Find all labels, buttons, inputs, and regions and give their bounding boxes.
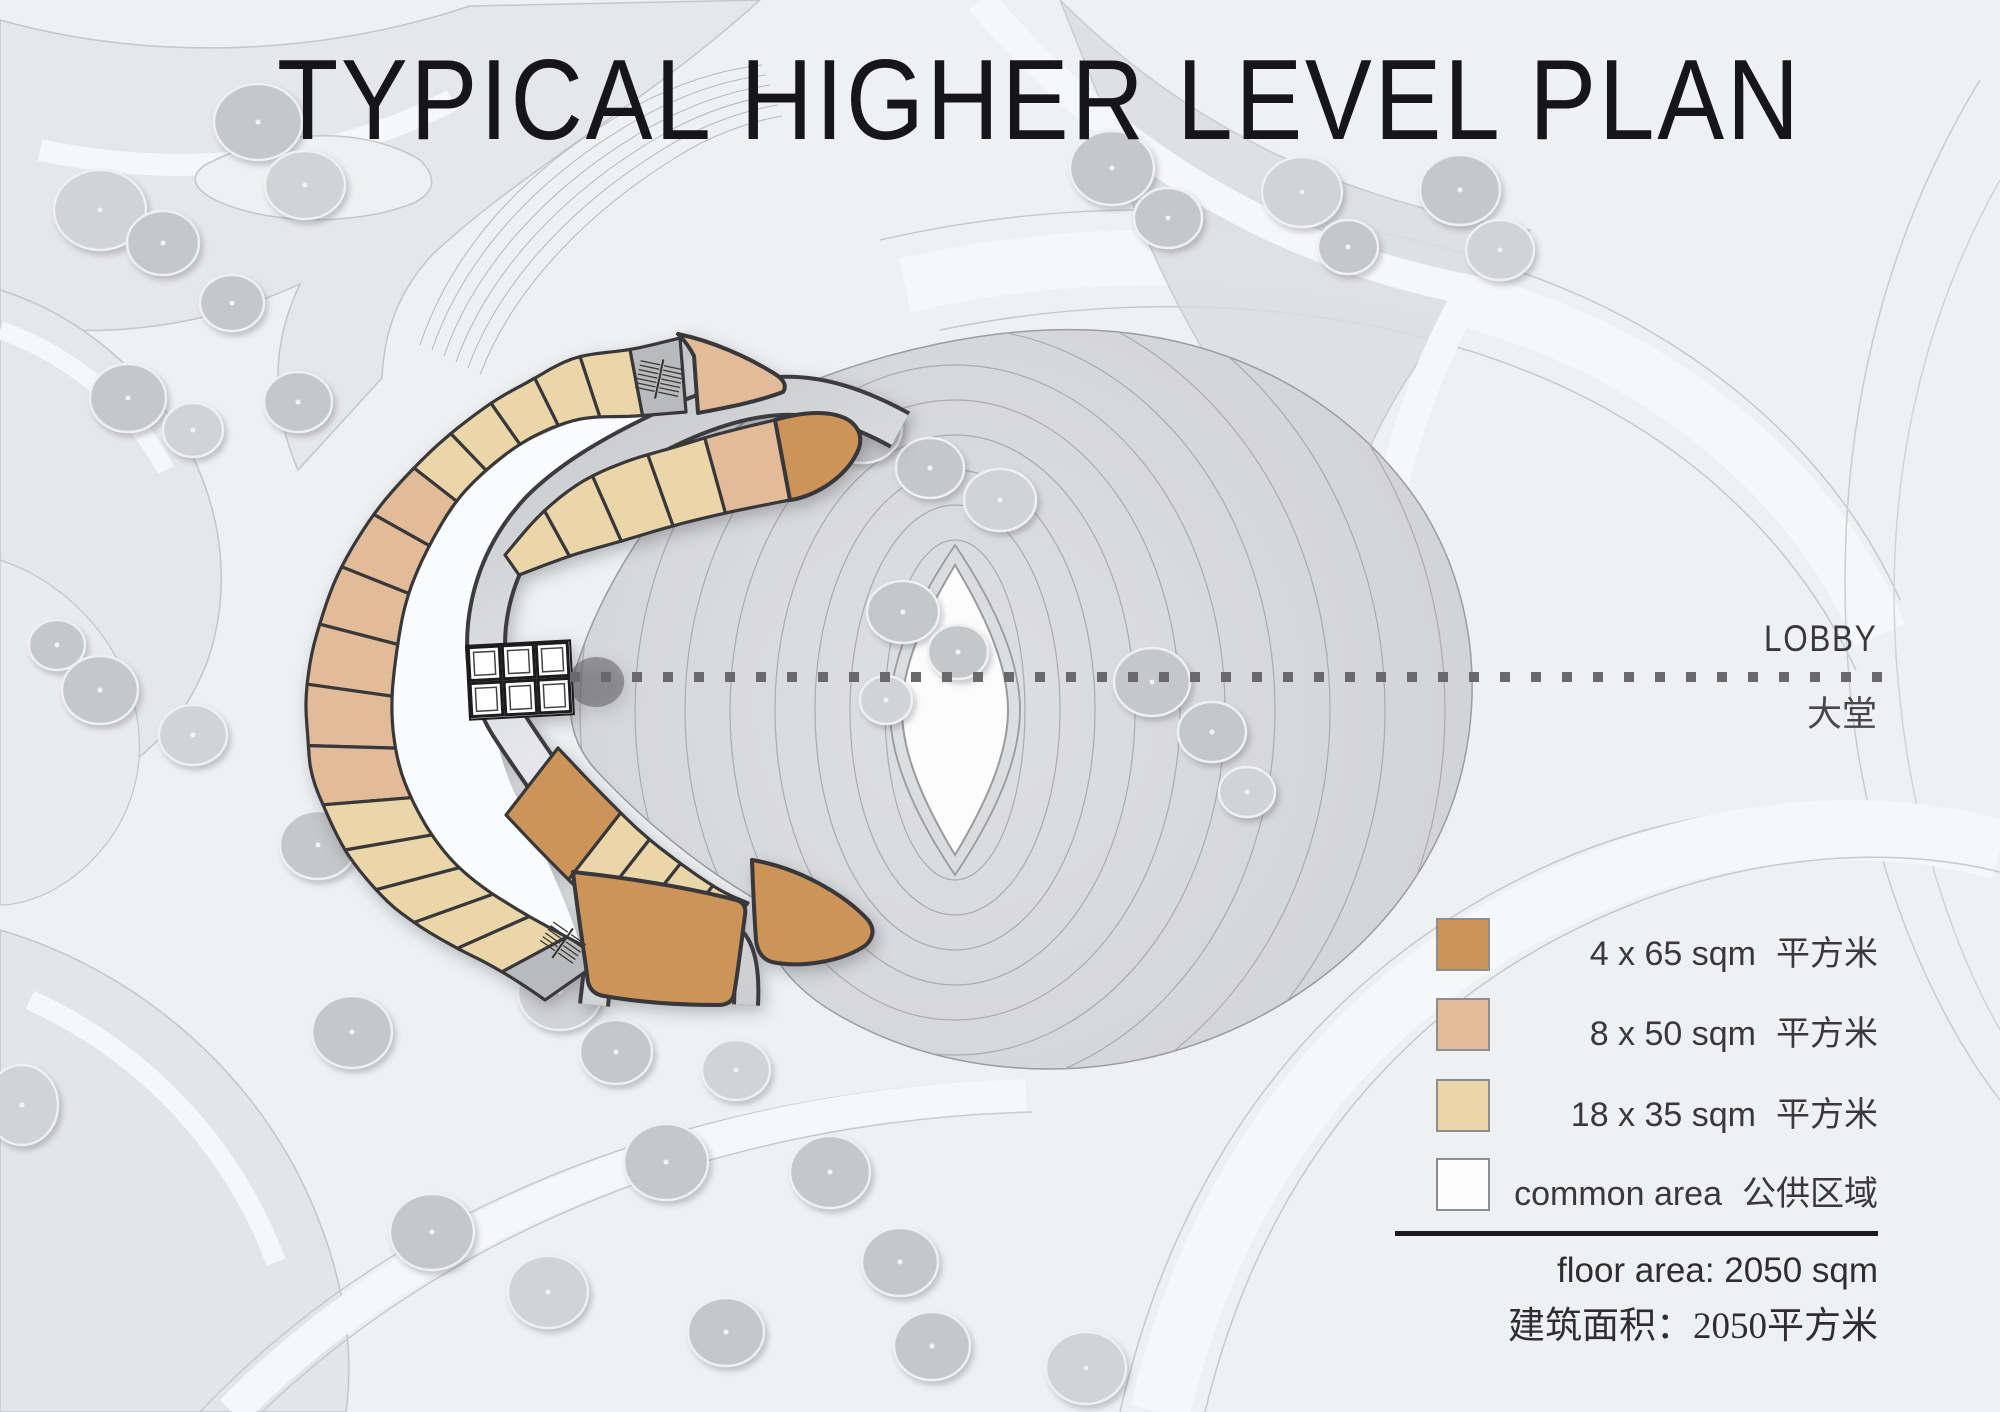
arc-farright-2 <box>1893 179 2000 1031</box>
tree-center-dot <box>900 609 906 615</box>
tree-center-dot <box>190 732 196 738</box>
legend-swatch-common <box>1436 1158 1490 1211</box>
tree-center-dot <box>1299 189 1305 195</box>
tree-center-dot <box>54 642 60 648</box>
unit-50-room <box>306 744 413 807</box>
courtyard <box>392 412 686 944</box>
tree-center-dot <box>429 1229 435 1235</box>
tree-center-dot <box>19 1102 25 1108</box>
legend-label-common: common area 公供区域 <box>1514 1175 1878 1213</box>
tree-center-dot <box>255 119 261 125</box>
tree-center-dot <box>97 207 103 213</box>
wedge-topright <box>1059 0 1532 532</box>
ribbon-bottomleft <box>25 990 286 1266</box>
unit-65-south-tip <box>750 858 875 967</box>
core-shadow <box>568 657 625 708</box>
tree-center-dot <box>1497 247 1503 253</box>
arc-bottomright-2 <box>1204 856 2000 1412</box>
legend-divider <box>1395 1231 1878 1236</box>
tree-center-dot <box>613 1049 619 1055</box>
tree-center-dot <box>1165 215 1171 221</box>
tree-center-dot <box>883 697 889 703</box>
arc-topright-outer <box>879 209 1901 601</box>
tree-center-dot <box>1109 165 1115 171</box>
landscape-band-bottomleft <box>0 929 350 1412</box>
arc-topright-inner <box>939 305 1857 671</box>
tree-center-dot <box>1457 187 1463 193</box>
unit-65-south <box>571 870 748 1007</box>
contour-stripes <box>419 64 783 376</box>
tree-center-dot <box>1345 244 1351 250</box>
unit-50-north-tip <box>676 332 787 415</box>
legend-row-50: 8 x 50 sqm 平方米 <box>1390 998 1885 1054</box>
elevator-core <box>465 639 625 721</box>
legend-swatch-65 <box>1436 918 1490 971</box>
tree-center-dot <box>1083 1365 1089 1371</box>
tree-center-dot <box>125 395 131 401</box>
tree-center-dot <box>955 649 961 655</box>
lobby-leader-line <box>570 672 1884 682</box>
tree-center-dot <box>929 1343 935 1349</box>
bottom-walkway-ribbon <box>219 1079 1027 1412</box>
unit-65-inner-upper-tip <box>773 411 863 502</box>
floor-area-zh: 建筑面积：2050平方米 <box>1508 1306 1878 1347</box>
floor-area-en: floor area: 2050 sqm <box>1556 1251 1878 1290</box>
legend-label-35: 18 x 35 sqm 平方米 <box>1570 1096 1878 1134</box>
legend-row-65: 4 x 65 sqm 平方米 <box>1390 918 1885 974</box>
tree-center-dot <box>302 182 308 188</box>
arc-topright-ribbon <box>899 229 1906 646</box>
elevator-cells <box>466 640 573 719</box>
tree <box>0 1063 60 1147</box>
tree-center-dot <box>997 497 1003 503</box>
tree-center-dot <box>97 687 103 693</box>
lobby-label: LOBBY <box>1763 618 1877 659</box>
tree-center-dot <box>545 1289 551 1295</box>
legend-label-65: 4 x 65 sqm 平方米 <box>1589 935 1878 973</box>
tree-center-dot <box>897 1259 903 1265</box>
tree-center-dot <box>349 1029 355 1035</box>
unit-bands <box>304 336 792 1002</box>
tree-center-dot <box>160 240 166 246</box>
page-title: TYPICAL HIGHER LEVEL PLAN <box>277 37 1802 164</box>
legend-swatch-50 <box>1436 998 1490 1051</box>
tree-center-dot <box>315 842 321 848</box>
lens-pond-outline <box>889 543 1021 877</box>
legend-label-50: 8 x 50 sqm 平方米 <box>1589 1015 1878 1053</box>
wedge-topright-ribbon <box>968 0 1494 572</box>
building-plan <box>304 332 911 1007</box>
terrace-contours <box>570 329 1473 1069</box>
legend-row-35: 18 x 35 sqm 平方米 <box>1390 1079 1885 1135</box>
lobby-label-zh: 大堂 <box>1806 695 1877 734</box>
tree-center-dot <box>1244 789 1250 795</box>
bottom-walkway-line2 <box>261 1111 1033 1412</box>
stair-icon <box>539 921 587 964</box>
tree-center-dot <box>733 1067 739 1073</box>
tree-center-dot <box>663 1159 669 1165</box>
tree-center-dot <box>827 1169 833 1175</box>
tree-center-dot <box>295 399 301 405</box>
tree-center-dot <box>927 465 933 471</box>
tree-center-dot <box>190 427 196 433</box>
tree-center-dot <box>229 300 235 306</box>
tree-center-dot <box>1209 729 1215 735</box>
arc-farright <box>1844 79 2000 1101</box>
legend-swatch-35 <box>1436 1079 1490 1132</box>
unit-50-room <box>304 682 398 750</box>
stair-icon <box>634 359 684 399</box>
tree-center-dot <box>723 1329 729 1335</box>
legend-row-common: common area 公供区域 <box>1390 1158 1885 1214</box>
arc-bottomright-ribbon <box>1130 800 2000 1412</box>
